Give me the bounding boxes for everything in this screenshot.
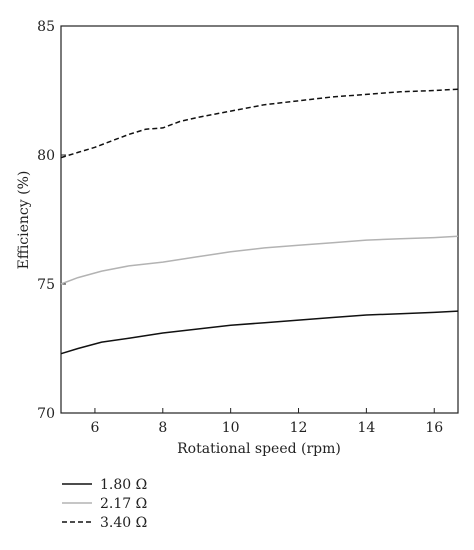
- legend-label: 1.80 Ω: [100, 477, 147, 493]
- y-tick-label: 85: [37, 19, 55, 35]
- y-tick-label: 70: [37, 406, 55, 422]
- plot-frame: [60, 25, 459, 414]
- x-tick-label: 14: [357, 420, 375, 436]
- x-tick-label: 6: [90, 420, 99, 436]
- legend: 1.80 Ω 2.17 Ω 3.40 Ω: [62, 477, 147, 531]
- x-tick-label: 10: [222, 420, 240, 436]
- y-axis: 70 75 80 85: [37, 19, 66, 422]
- series-line-1: [60, 310, 459, 355]
- y-tick-label: 80: [37, 148, 55, 164]
- y-axis-label: Efficiency (%): [16, 171, 32, 270]
- legend-label: 2.17 Ω: [100, 496, 147, 512]
- x-axis: 6 8 10 12 14 16: [90, 408, 443, 436]
- x-tick-label: 16: [425, 420, 443, 436]
- x-tick-label: 8: [158, 420, 167, 436]
- legend-label: 3.40 Ω: [100, 515, 147, 531]
- x-axis-label: Rotational speed (rpm): [177, 441, 341, 457]
- series-layer: [60, 88, 459, 355]
- series-line-3: [60, 88, 459, 159]
- y-tick-label: 75: [37, 277, 55, 293]
- series-line-2: [60, 235, 459, 285]
- x-tick-label: 12: [290, 420, 308, 436]
